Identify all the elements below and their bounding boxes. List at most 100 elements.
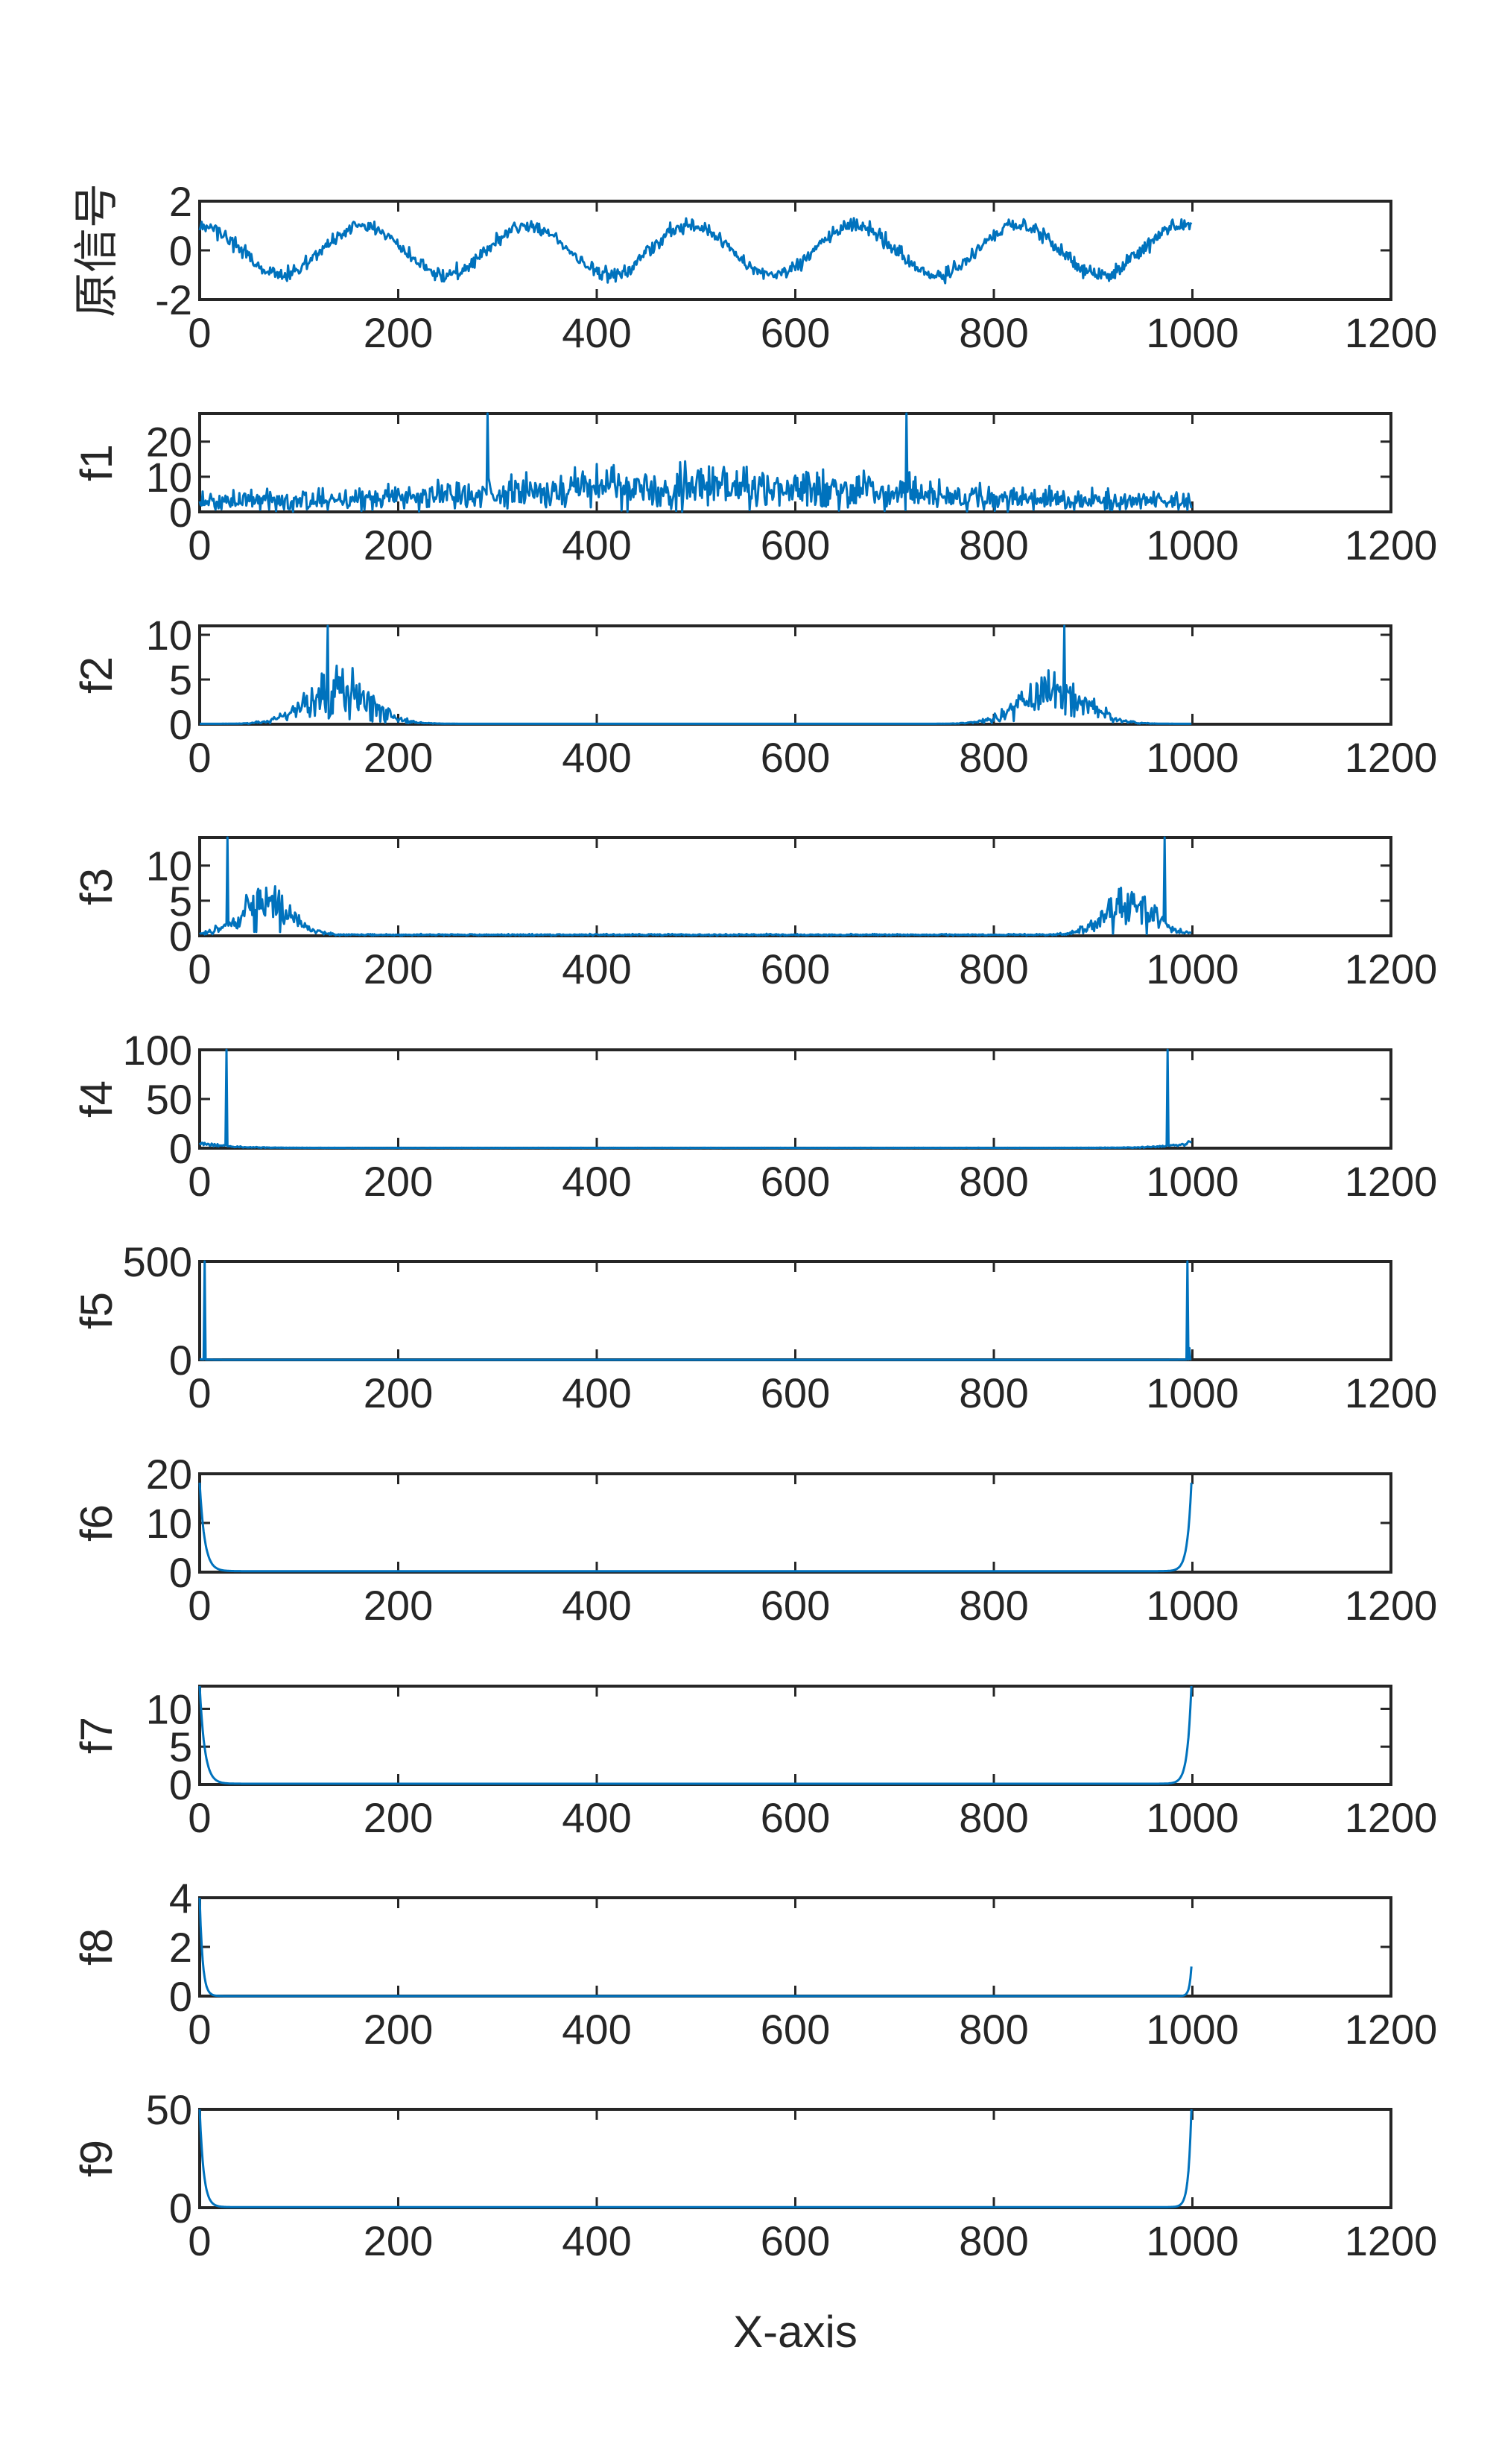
y-tick-label: 2 xyxy=(169,178,192,225)
x-tick-label: 1200 xyxy=(1345,1794,1438,1841)
x-tick-label: 0 xyxy=(188,2217,211,2264)
y-tick-label: 10 xyxy=(146,1500,192,1547)
x-tick-label: 600 xyxy=(761,1582,830,1629)
x-tick-label: 1200 xyxy=(1345,734,1438,781)
x-tick-label: 600 xyxy=(761,1794,830,1841)
x-tick-label: 1000 xyxy=(1146,1794,1239,1841)
x-tick-label: 600 xyxy=(761,946,830,992)
x-tick-label: 0 xyxy=(188,309,211,356)
y-tick-label: 0 xyxy=(169,227,192,274)
y-tick-label: 0 xyxy=(169,1761,192,1808)
y-tick-label: 500 xyxy=(123,1238,192,1285)
x-tick-label: 1000 xyxy=(1146,309,1239,356)
axes-frame xyxy=(198,624,1392,726)
x-tick-label: 200 xyxy=(364,946,433,992)
x-tick-label: 600 xyxy=(761,2006,830,2053)
y-tick-label: 0 xyxy=(169,2185,192,2232)
x-tick-label: 1000 xyxy=(1146,1582,1239,1629)
y-tick-label: 20 xyxy=(146,419,192,466)
x-tick-label: 400 xyxy=(562,309,631,356)
y-tick-label: 10 xyxy=(146,843,192,890)
x-tick-label: 400 xyxy=(562,522,631,569)
y-tick-label: 5 xyxy=(169,656,192,703)
y-axis-label: f9 xyxy=(72,2140,121,2177)
x-tick-label: 1200 xyxy=(1345,309,1438,356)
x-tick-label: 200 xyxy=(364,1794,433,1841)
x-tick-label: 600 xyxy=(761,522,830,569)
y-tick-label: 100 xyxy=(123,1027,192,1074)
x-tick-label: 200 xyxy=(364,309,433,356)
x-tick-label: 400 xyxy=(562,1369,631,1416)
y-tick-label: 0 xyxy=(169,1549,192,1596)
axes-frame xyxy=(198,2108,1392,2209)
axes-frame xyxy=(198,836,1392,937)
y-tick-label: 0 xyxy=(169,1125,192,1172)
x-tick-label: 1200 xyxy=(1345,1582,1438,1629)
x-tick-label: 600 xyxy=(761,2217,830,2264)
x-tick-label: 800 xyxy=(959,1158,1028,1205)
x-tick-label: 200 xyxy=(364,2217,433,2264)
y-tick-label: 50 xyxy=(146,1076,192,1123)
series-line xyxy=(199,624,1192,725)
x-tick-label: 600 xyxy=(761,734,830,781)
y-axis-label: f3 xyxy=(72,868,121,905)
axes-frame xyxy=(198,1896,1392,1998)
x-tick-label: 600 xyxy=(761,1369,830,1416)
y-tick-label: 0 xyxy=(169,1973,192,2020)
y-axis-label: f8 xyxy=(72,1928,121,1966)
x-tick-label: 200 xyxy=(364,2006,433,2053)
y-axis-label: f6 xyxy=(72,1504,121,1542)
x-tick-label: 200 xyxy=(364,522,433,569)
x-tick-label: 800 xyxy=(959,309,1028,356)
axes-frame xyxy=(198,200,1392,301)
x-tick-label: 1200 xyxy=(1345,946,1438,992)
x-tick-label: 0 xyxy=(188,1794,211,1841)
x-tick-label: 1000 xyxy=(1146,1369,1239,1416)
y-tick-label: 4 xyxy=(169,1875,192,1922)
y-axis-label: f5 xyxy=(72,1292,121,1329)
x-tick-label: 1000 xyxy=(1146,734,1239,781)
x-tick-label: 0 xyxy=(188,1158,211,1205)
x-tick-label: 0 xyxy=(188,1369,211,1416)
series-line xyxy=(198,1685,1193,1785)
y-tick-label: -2 xyxy=(155,276,192,323)
axes-frame xyxy=(198,1472,1392,1574)
axes-frame xyxy=(198,412,1392,513)
series-line xyxy=(198,217,1193,285)
y-tick-label: 0 xyxy=(169,913,192,960)
series-line xyxy=(199,1260,1192,1361)
y-tick-label: 20 xyxy=(146,1451,192,1498)
x-tick-label: 400 xyxy=(562,2006,631,2053)
x-tick-label: 1000 xyxy=(1146,522,1239,569)
x-tick-label: 400 xyxy=(562,734,631,781)
x-tick-label: 800 xyxy=(959,734,1028,781)
x-tick-label: 1200 xyxy=(1345,1158,1438,1205)
y-tick-label: 5 xyxy=(169,1723,192,1770)
y-axis-label: f7 xyxy=(72,1717,121,1754)
y-tick-label: 0 xyxy=(169,1337,192,1384)
x-tick-label: 1200 xyxy=(1345,522,1438,569)
x-tick-label: 600 xyxy=(761,1158,830,1205)
y-tick-label: 5 xyxy=(169,878,192,925)
x-tick-label: 1200 xyxy=(1345,2006,1438,2053)
x-tick-label: 800 xyxy=(959,522,1028,569)
x-tick-label: 200 xyxy=(364,734,433,781)
y-axis-label: f1 xyxy=(72,444,121,481)
x-tick-label: 200 xyxy=(364,1158,433,1205)
y-tick-label: 0 xyxy=(169,701,192,748)
x-tick-label: 1000 xyxy=(1146,2217,1239,2264)
x-tick-label: 400 xyxy=(562,1158,631,1205)
axes-frame xyxy=(198,1048,1392,1150)
series-line xyxy=(198,412,1193,513)
y-axis-label: f2 xyxy=(72,656,121,694)
subplot-f9: 0 200 400 600 800 1000 1200 0 50 f9 xyxy=(72,2086,1437,2264)
x-tick-label: 400 xyxy=(562,2217,631,2264)
x-tick-label: 400 xyxy=(562,946,631,992)
